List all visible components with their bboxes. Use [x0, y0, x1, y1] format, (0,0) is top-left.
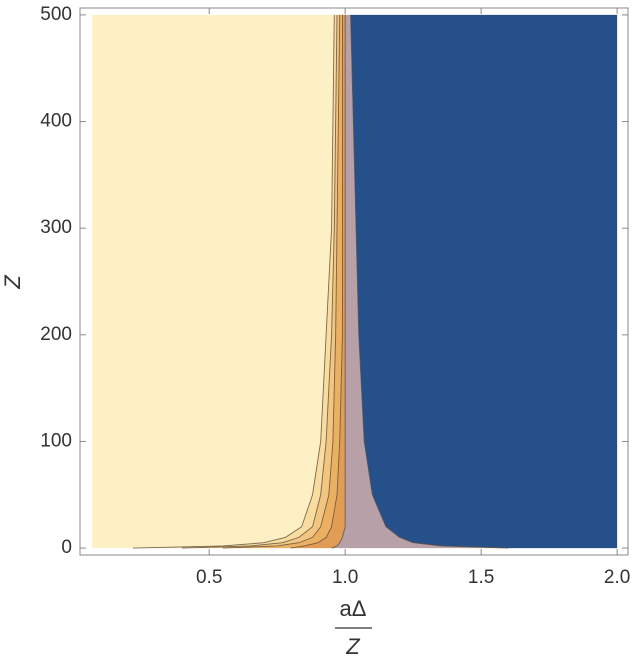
y-tick-label: 300: [40, 217, 72, 238]
x-axis-label-denominator: Z: [345, 634, 361, 659]
contour-band: [181, 14, 340, 549]
y-tick-label: 500: [40, 4, 72, 25]
x-tick-label: 2.0: [604, 567, 630, 588]
contour-band: [222, 14, 343, 549]
y-axis-label: Z: [0, 274, 25, 290]
x-tick-label: 0.5: [196, 567, 222, 588]
contour-band: [133, 14, 338, 549]
contour-line: [290, 14, 343, 549]
contour-band: [290, 14, 346, 549]
plot-frame: [79, 7, 629, 556]
y-tick-label: 100: [40, 430, 72, 451]
y-tick-label: 400: [40, 111, 72, 132]
x-tick-label: 1.0: [332, 567, 358, 588]
y-tick-label: 200: [40, 324, 72, 345]
right-region: [350, 14, 618, 549]
contour-line: [181, 14, 338, 549]
contour-line: [133, 14, 335, 549]
contour-line: [222, 14, 341, 549]
contour-line: [331, 14, 346, 549]
x-axis-label-numerator: aΔ: [340, 596, 367, 621]
x-tick-label: 1.5: [468, 567, 494, 588]
contour-line: [350, 14, 509, 549]
y-tick-label: 0: [61, 537, 72, 558]
contour-band: [331, 14, 509, 549]
